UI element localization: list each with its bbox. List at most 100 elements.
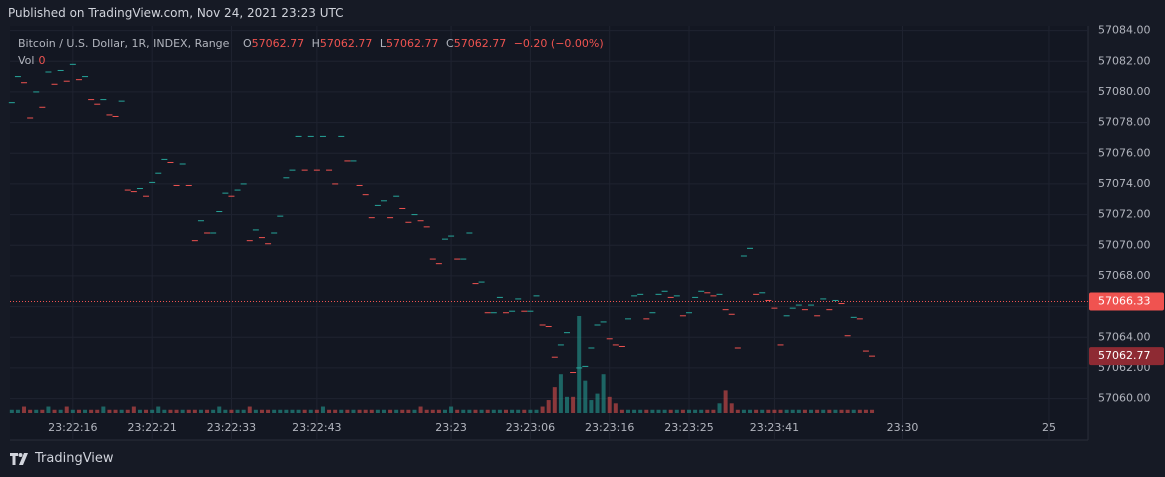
volume-bar [107, 409, 112, 413]
volume-bar [558, 374, 563, 413]
volume-bar [46, 406, 51, 413]
volume-bar [70, 409, 75, 413]
volume-bar [766, 409, 771, 413]
volume-bar [327, 409, 332, 413]
volume-bar [723, 390, 728, 413]
volume-bar [461, 409, 466, 413]
volume-bar [22, 406, 27, 413]
volume-bar [34, 409, 39, 413]
volume-bar [357, 409, 362, 413]
volume-bar [137, 409, 142, 413]
volume-bar [442, 409, 447, 413]
volume-bar [583, 380, 588, 413]
ohlc-letter: C [446, 37, 454, 50]
x-tick-label: 23:22:43 [292, 421, 341, 434]
volume-bar [259, 409, 264, 413]
volume-bar [125, 409, 130, 413]
volume-bar [52, 409, 57, 413]
volume-bar [320, 406, 325, 413]
volume-bar [497, 409, 502, 413]
legend-row: Bitcoin / U.S. Dollar, 1R, INDEX, Range … [18, 35, 608, 52]
volume-bar [83, 409, 88, 413]
price-line-label: 57066.33 [1098, 295, 1151, 308]
y-tick-label: 57084.00 [1098, 24, 1151, 37]
volume-bar [772, 409, 777, 413]
volume-bar [266, 409, 271, 413]
logo [10, 452, 28, 465]
x-tick-label: 23:22:16 [48, 421, 97, 434]
volume-bar [571, 396, 576, 413]
volume-bar [198, 409, 203, 413]
ohlc-letter: L [379, 37, 387, 50]
volume-bar [754, 409, 759, 413]
volume-bar [9, 409, 14, 413]
volume-bar [626, 409, 631, 413]
volume-bar [406, 409, 411, 413]
volume-bar [363, 409, 368, 413]
volume-bar [613, 403, 618, 413]
price-line-box [1089, 292, 1164, 311]
y-tick-label: 57076.00 [1098, 146, 1151, 159]
plot-area [10, 26, 1088, 440]
volume-bar [180, 409, 185, 413]
volume-bar [833, 409, 838, 413]
volume-bar [735, 409, 740, 413]
volume-bar [699, 409, 704, 413]
volume-bar [131, 406, 136, 413]
ohlc-value: 57062.77 [319, 37, 373, 50]
volume-bar [64, 406, 69, 413]
volume-bar [186, 409, 191, 413]
y-tick-label: 57074.00 [1098, 177, 1151, 190]
volume-row: Vol 0 [18, 52, 608, 69]
volume-bar [284, 409, 289, 413]
volume-bar [369, 409, 374, 413]
volume-value: 0 [38, 54, 46, 67]
volume-bar [729, 403, 734, 413]
x-tick-label: 25 [1042, 421, 1056, 434]
volume-bar [778, 409, 783, 413]
volume-bar [687, 409, 692, 413]
volume-bar [863, 409, 868, 413]
volume-bar [314, 409, 319, 413]
volume-bar [717, 403, 722, 413]
change: −0.20 (−0.00%) [513, 37, 604, 50]
volume-bar [674, 409, 679, 413]
volume-bar [796, 409, 801, 413]
volume-bar [302, 409, 307, 413]
volume-bar [119, 409, 124, 413]
volume-bar [162, 409, 167, 413]
y-tick-label: 57068.00 [1098, 269, 1151, 282]
volume-bar [247, 406, 252, 413]
ohlc-value: 57062.77 [386, 37, 439, 50]
ohlc-letter: H [311, 37, 320, 50]
volume-bar [381, 409, 386, 413]
volume-bar [296, 409, 301, 413]
volume-bar [424, 409, 429, 413]
volume-bar [802, 409, 807, 413]
volume-bar [168, 409, 173, 413]
volume-bar [89, 409, 94, 413]
y-tick-label: 57070.00 [1098, 238, 1151, 251]
volume-bar [845, 409, 850, 413]
volume-bar [577, 316, 582, 413]
volume-bar [418, 406, 423, 413]
volume-bar [564, 396, 569, 413]
volume-bar [595, 393, 600, 413]
volume-bar [485, 409, 490, 413]
volume-bar [333, 409, 338, 413]
volume-bar [821, 409, 826, 413]
volume-bar [552, 387, 557, 413]
volume-bar [95, 409, 100, 413]
volume-bar [815, 409, 820, 413]
y-tick-label: 57060.00 [1098, 392, 1151, 405]
y-tick-label: 57078.00 [1098, 116, 1151, 129]
volume-bar [217, 406, 222, 413]
volume-bar [229, 409, 234, 413]
volume-bar [223, 409, 228, 413]
volume-bar [656, 409, 661, 413]
volume-bar [150, 409, 155, 413]
x-tick-label: 23:22:33 [207, 421, 256, 434]
volume-bar [638, 409, 643, 413]
volume-bar [473, 409, 478, 413]
